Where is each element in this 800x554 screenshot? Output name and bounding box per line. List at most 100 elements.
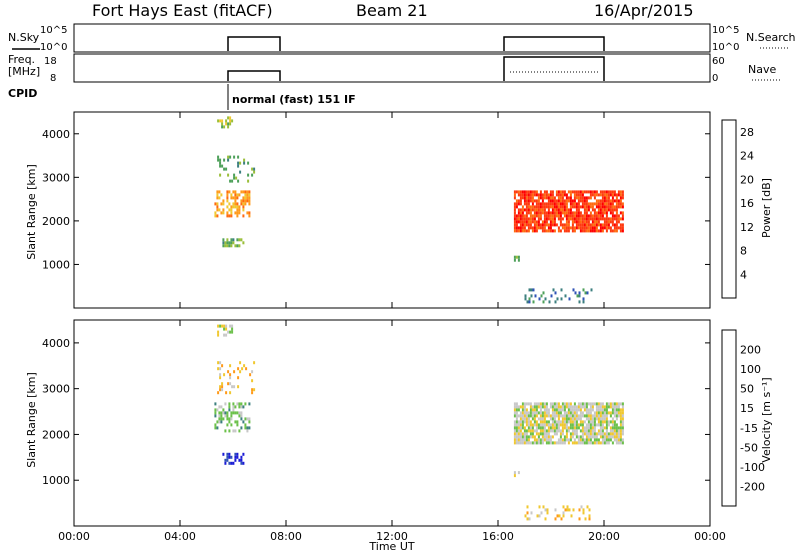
scatter-cell (236, 452, 239, 456)
scatter-cell (615, 214, 618, 218)
scatter-cell (567, 417, 570, 421)
scatter-cell (219, 361, 222, 365)
scatter-cell (228, 455, 231, 459)
scatter-cell (226, 196, 229, 200)
scatter-cell (527, 438, 530, 442)
scatter-cell (543, 214, 546, 218)
scatter-cell (223, 324, 226, 328)
scatter-cell (248, 193, 251, 197)
scatter-cell (559, 432, 562, 436)
scatter-cell (541, 193, 544, 197)
scatter-cell (547, 420, 550, 424)
scatter-cell (589, 429, 592, 433)
scatter-cell (535, 414, 538, 418)
scatter-cell (216, 208, 219, 212)
scatter-cell (232, 241, 235, 245)
scatter-cell (607, 208, 610, 212)
scatter-cell (559, 423, 562, 427)
scatter-cell (617, 214, 620, 218)
scatter-cell (611, 220, 614, 224)
x-tick-label: 00:00 (694, 530, 726, 543)
scatter-cell (535, 402, 538, 406)
scatter-cell (525, 220, 528, 224)
scatter-cell (563, 226, 566, 230)
scatter-cell (234, 196, 237, 200)
scatter-cell (234, 199, 237, 203)
scatter-cell (517, 211, 520, 215)
scatter-cell (563, 229, 566, 233)
scatter-cell (577, 199, 580, 203)
scatter-cell (601, 405, 604, 409)
scatter-cell (605, 411, 608, 415)
scatter-cell (244, 426, 247, 430)
scatter-cell (234, 429, 237, 433)
scatter-cell (543, 423, 546, 427)
scatter-cell (573, 190, 576, 194)
scatter-cell (615, 426, 618, 430)
scatter-cell (559, 435, 562, 439)
scatter-cell (513, 196, 516, 200)
scatter-cell (591, 432, 594, 436)
scatter-cell (531, 214, 534, 218)
scatter-cell (595, 226, 598, 230)
scatter-cell (527, 205, 530, 209)
scatter-cell (541, 420, 544, 424)
scatter-cell (535, 220, 538, 224)
scatter-cell (619, 417, 622, 421)
scatter-cell (517, 255, 520, 259)
scatter-cell (609, 411, 612, 415)
scatter-cell (561, 211, 564, 215)
scatter-cell (605, 432, 608, 436)
scatter-cell (561, 208, 564, 212)
scatter-cell (238, 411, 241, 415)
scatter-cell (559, 411, 562, 415)
scatter-cell (621, 423, 624, 427)
scatter-cell (539, 405, 542, 409)
scatter-cell (575, 205, 578, 209)
scatter-cell (537, 193, 540, 197)
scatter-cell (621, 229, 624, 233)
scatter-cell (575, 417, 578, 421)
scatter-cell (220, 411, 223, 415)
scatter-cell (525, 211, 528, 215)
scatter-cell (593, 217, 596, 221)
scatter-cell (613, 217, 616, 221)
scatter-cell (529, 199, 532, 203)
scatter-cell (595, 423, 598, 427)
scatter-cell (513, 255, 516, 259)
scatter-cell (513, 258, 516, 262)
scatter-cell (579, 193, 582, 197)
scatter-cell (555, 208, 558, 212)
scatter-cell (573, 229, 576, 233)
scatter-cell (585, 211, 588, 215)
scatter-cell (547, 408, 550, 412)
scatter-cell (577, 426, 580, 430)
scatter-cell (519, 420, 522, 424)
scatter-cell (565, 199, 568, 203)
scatter-cell (609, 220, 612, 224)
scatter-cell (515, 255, 518, 259)
scatter-cell (523, 411, 526, 415)
scatter-cell (217, 361, 220, 365)
scatter-cell (585, 417, 588, 421)
scatter-cell (533, 411, 536, 415)
scatter-cell (561, 217, 564, 221)
scatter-cell (573, 426, 576, 430)
scatter-cell (521, 220, 524, 224)
scatter-cell (595, 438, 598, 442)
scatter-cell (545, 405, 548, 409)
nave-tick-top: 60 (712, 56, 725, 67)
scatter-cell (573, 423, 576, 427)
scatter-cell (246, 199, 249, 203)
scatter-cell (599, 211, 602, 215)
scatter-cell (556, 514, 559, 518)
freq-label-line2: [MHz] (8, 65, 40, 78)
scatter-cell (537, 435, 540, 439)
scatter-cell (240, 199, 243, 203)
velocity-colorbar-label: Velocity [m s⁻¹] (760, 377, 773, 462)
scatter-cell (597, 438, 600, 442)
scatter-cell (593, 432, 596, 436)
scatter-cell (611, 202, 614, 206)
scatter-cell (565, 220, 568, 224)
scatter-cell (595, 220, 598, 224)
